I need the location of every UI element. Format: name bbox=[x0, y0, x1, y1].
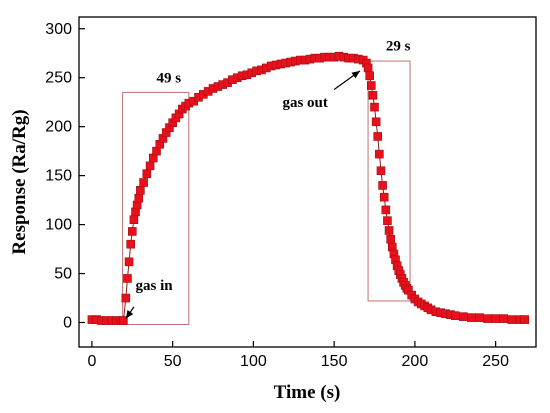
data-point bbox=[129, 215, 139, 225]
y-tick-label-250: 250 bbox=[45, 70, 72, 87]
data-point bbox=[366, 81, 376, 90]
data-point bbox=[119, 316, 128, 325]
annotation-arrowhead-4 bbox=[125, 310, 134, 319]
data-point bbox=[499, 314, 509, 323]
data-point bbox=[467, 313, 476, 322]
data-point bbox=[363, 63, 373, 73]
data-point bbox=[459, 312, 468, 321]
y-tick-label-200: 200 bbox=[45, 119, 72, 136]
x-axis-title: Time (s) bbox=[274, 382, 341, 403]
annotation-49-s: 49 s bbox=[157, 71, 182, 87]
data-point bbox=[520, 315, 529, 324]
data-point bbox=[375, 149, 384, 159]
x-tick-label-200: 200 bbox=[402, 353, 429, 370]
x-tick-label-250: 250 bbox=[482, 353, 509, 370]
y-axis-title: Response (Ra/Rg) bbox=[9, 109, 30, 254]
y-tick-label-50: 50 bbox=[54, 266, 72, 283]
y-axis: 0 50 100 150 200 250 300 bbox=[45, 21, 85, 332]
data-point bbox=[376, 166, 386, 176]
data-point bbox=[145, 161, 155, 171]
data-point bbox=[370, 102, 379, 112]
x-tick-label-150: 150 bbox=[321, 353, 348, 370]
data-point bbox=[142, 169, 152, 178]
data-point bbox=[123, 274, 132, 283]
data-point bbox=[379, 192, 389, 202]
data-point bbox=[507, 315, 517, 324]
y-tick-label-100: 100 bbox=[45, 217, 72, 234]
data-point bbox=[139, 178, 148, 187]
y-tick-label-300: 300 bbox=[45, 21, 72, 38]
annotation-29-s: 29 s bbox=[386, 38, 411, 54]
annotation-arrowhead-5 bbox=[351, 70, 360, 79]
data-point bbox=[475, 313, 484, 322]
data-point bbox=[378, 181, 387, 190]
y-tick-label-0: 0 bbox=[63, 315, 72, 332]
annotations: 49 s 29 s gas in gas out bbox=[136, 38, 411, 294]
data-point bbox=[121, 293, 131, 303]
data-point bbox=[371, 117, 381, 127]
data-point bbox=[368, 91, 378, 100]
period-box-7 bbox=[367, 60, 411, 302]
data-point bbox=[134, 193, 144, 203]
x-tick-label-100: 100 bbox=[240, 353, 267, 370]
data-point bbox=[373, 132, 383, 141]
data-point bbox=[386, 234, 395, 244]
data-point bbox=[384, 226, 394, 235]
data-point bbox=[365, 71, 374, 81]
x-axis: 0 50 100 150 200 250 bbox=[87, 341, 509, 370]
x-tick-label-50: 50 bbox=[164, 353, 182, 370]
annotation-gas-out: gas out bbox=[282, 95, 327, 111]
data-point bbox=[450, 311, 460, 320]
x-tick-label-0: 0 bbox=[87, 353, 96, 370]
data-points bbox=[87, 51, 529, 325]
period-boxes bbox=[122, 60, 411, 325]
period-box-6 bbox=[122, 91, 190, 325]
annotation-gas-in: gas in bbox=[136, 278, 174, 294]
data-point bbox=[124, 257, 134, 267]
y-tick-label-150: 150 bbox=[45, 168, 72, 185]
data-point bbox=[381, 205, 391, 215]
data-point bbox=[483, 314, 492, 323]
data-point bbox=[491, 314, 500, 323]
annotation-arrows bbox=[125, 70, 361, 319]
data-point bbox=[126, 239, 135, 249]
data-point bbox=[136, 186, 145, 195]
data-point bbox=[127, 227, 137, 236]
plot-frame bbox=[78, 16, 537, 348]
data-point bbox=[383, 216, 392, 225]
